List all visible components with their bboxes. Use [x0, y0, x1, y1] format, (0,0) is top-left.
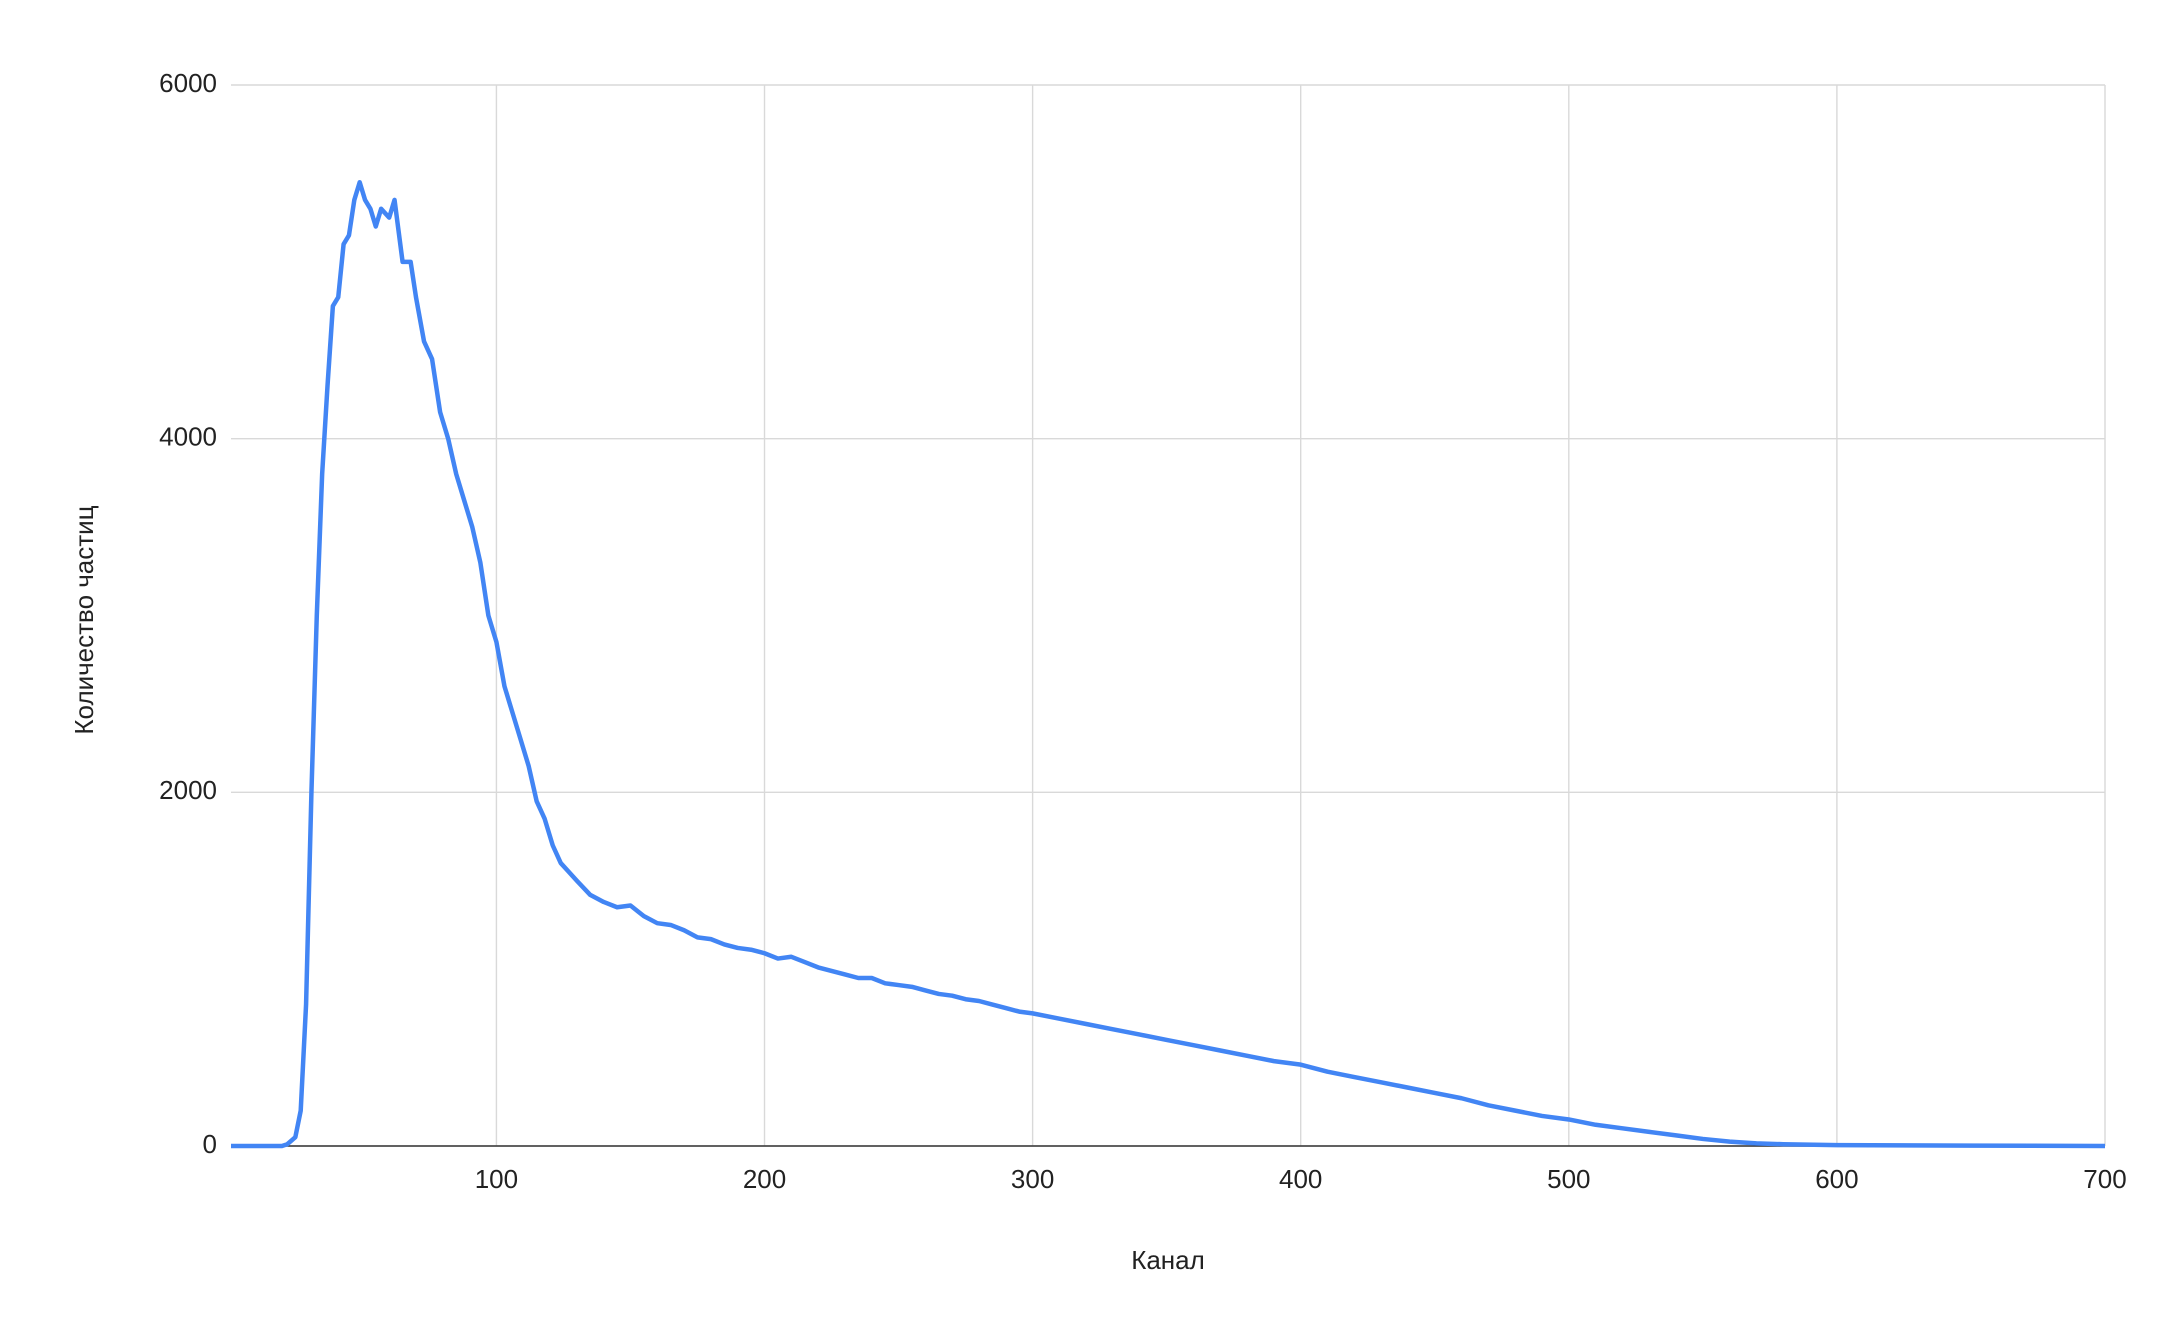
y-tick-label: 4000: [159, 422, 217, 452]
x-tick-label: 500: [1547, 1164, 1590, 1194]
x-tick-label: 400: [1279, 1164, 1322, 1194]
x-axis-label: Канал: [1131, 1245, 1205, 1275]
y-axis-label: Количество частиц: [69, 505, 99, 734]
y-tick-label: 0: [203, 1129, 217, 1159]
x-tick-label: 600: [1815, 1164, 1858, 1194]
data-line: [231, 180, 2106, 1149]
y-tick-label: 2000: [159, 775, 217, 805]
x-tick-label: 700: [2083, 1164, 2126, 1194]
y-tick-label: 6000: [159, 68, 217, 98]
x-tick-label: 300: [1011, 1164, 1054, 1194]
x-tick-label: 100: [475, 1164, 518, 1194]
x-tick-label: 200: [743, 1164, 786, 1194]
